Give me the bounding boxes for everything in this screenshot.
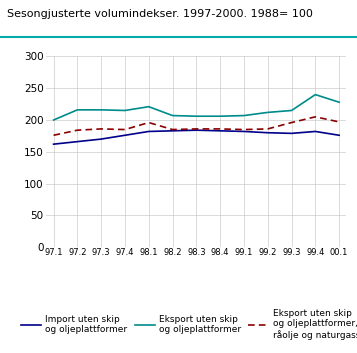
Text: Sesongjusterte volumindekser. 1997-2000. 1988= 100: Sesongjusterte volumindekser. 1997-2000.… (7, 9, 313, 19)
Legend: Import uten skip
og oljeplattformer, Eksport uten skip
og oljeplattformer, Ekspo: Import uten skip og oljeplattformer, Eks… (21, 309, 357, 340)
